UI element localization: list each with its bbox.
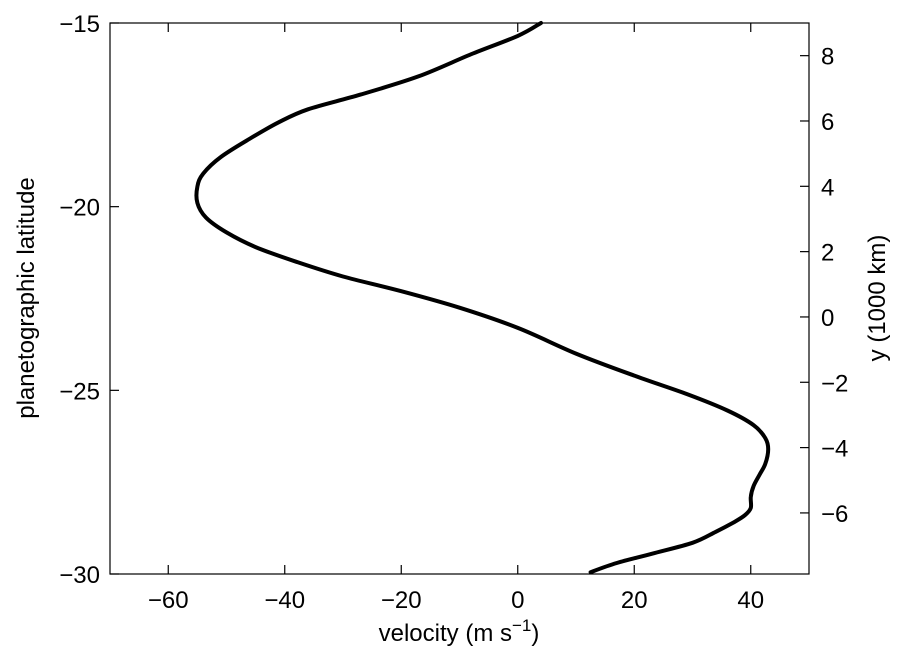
velocity-profile-line [194, 21, 771, 575]
y-left-axis-label: planetographic latitude [13, 177, 40, 419]
y-right-tick-label: −2 [821, 370, 848, 397]
x-tick-label: −20 [381, 587, 422, 614]
x-axis-label-superscript: −1 [512, 616, 531, 635]
y-right-axis-label: y (1000 km) [864, 235, 891, 362]
x-axis-ticks: −60 −40 −20 0 20 40 [148, 23, 764, 614]
x-tick-label: −40 [264, 587, 305, 614]
y-right-tick-label: 4 [821, 174, 834, 201]
series-layer [194, 21, 771, 575]
y-right-tick-label: −6 [821, 501, 848, 528]
y-left-tick-label: −20 [59, 195, 100, 222]
x-tick-label: 40 [737, 587, 764, 614]
y-right-tick-label: 8 [821, 44, 834, 71]
y-right-tick-label: 0 [821, 305, 834, 332]
y-left-tick-label: −30 [59, 562, 100, 589]
x-tick-label: 0 [511, 587, 524, 614]
y-right-tick-label: 2 [821, 240, 834, 267]
y-left-tick-label: −15 [59, 11, 100, 38]
y-left-tick-label: −25 [59, 378, 100, 405]
y-right-tick-label: 6 [821, 109, 834, 136]
x-tick-label: 20 [621, 587, 648, 614]
y-left-axis-ticks: −30 −25 −20 −15 [59, 11, 119, 589]
y-right-tick-label: −4 [821, 436, 848, 463]
x-axis-label-close: ) [531, 620, 539, 647]
plot-area [109, 22, 810, 575]
x-axis-label-main: velocity (m s [379, 620, 512, 647]
x-axis-label: velocity (m s−1) [379, 616, 540, 647]
y-right-axis-ticks: −6 −4 −2 0 2 4 6 8 [800, 44, 848, 528]
x-tick-label: −60 [148, 587, 189, 614]
